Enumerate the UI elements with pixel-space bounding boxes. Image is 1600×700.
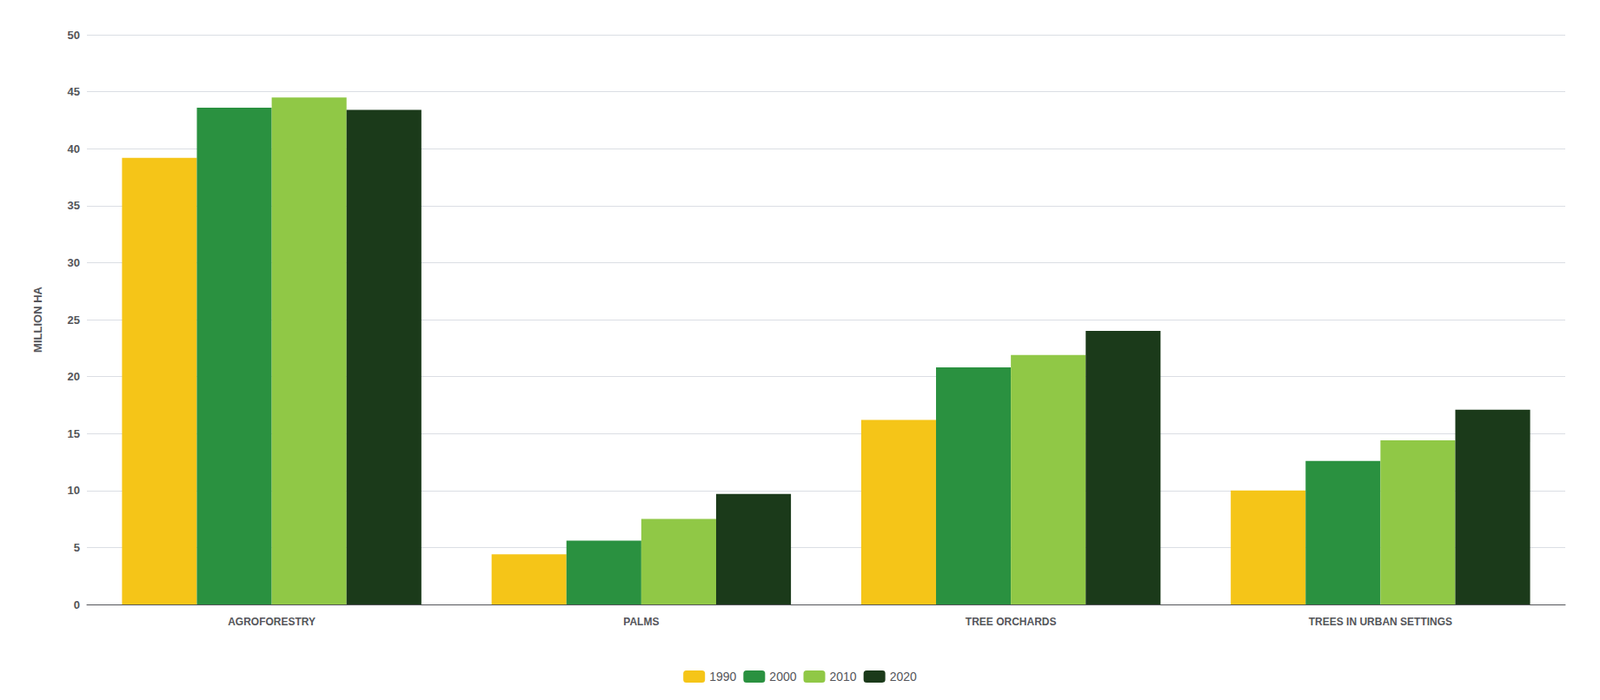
svg-text:10: 10 [67, 484, 80, 498]
svg-text:20: 20 [67, 370, 80, 384]
svg-text:45: 45 [67, 85, 80, 99]
svg-text:30: 30 [67, 256, 80, 270]
svg-text:TREE ORCHARDS: TREE ORCHARDS [965, 616, 1057, 629]
svg-text:5: 5 [73, 541, 80, 555]
svg-text:2000: 2000 [769, 670, 797, 684]
svg-text:PALMS: PALMS [623, 616, 659, 629]
svg-text:25: 25 [67, 313, 80, 327]
svg-text:2020: 2020 [889, 670, 917, 684]
svg-text:40: 40 [67, 142, 80, 156]
svg-text:AGROFORESTRY: AGROFORESTRY [227, 616, 316, 629]
svg-text:50: 50 [67, 28, 80, 42]
svg-text:2010: 2010 [829, 670, 857, 684]
svg-text:35: 35 [67, 199, 80, 213]
svg-text:TREES IN URBAN SETTINGS: TREES IN URBAN SETTINGS [1308, 616, 1453, 629]
svg-text:MILLION HA: MILLION HA [31, 285, 45, 352]
svg-text:15: 15 [67, 427, 80, 441]
svg-text:1990: 1990 [709, 670, 737, 684]
svg-text:0: 0 [73, 598, 80, 612]
